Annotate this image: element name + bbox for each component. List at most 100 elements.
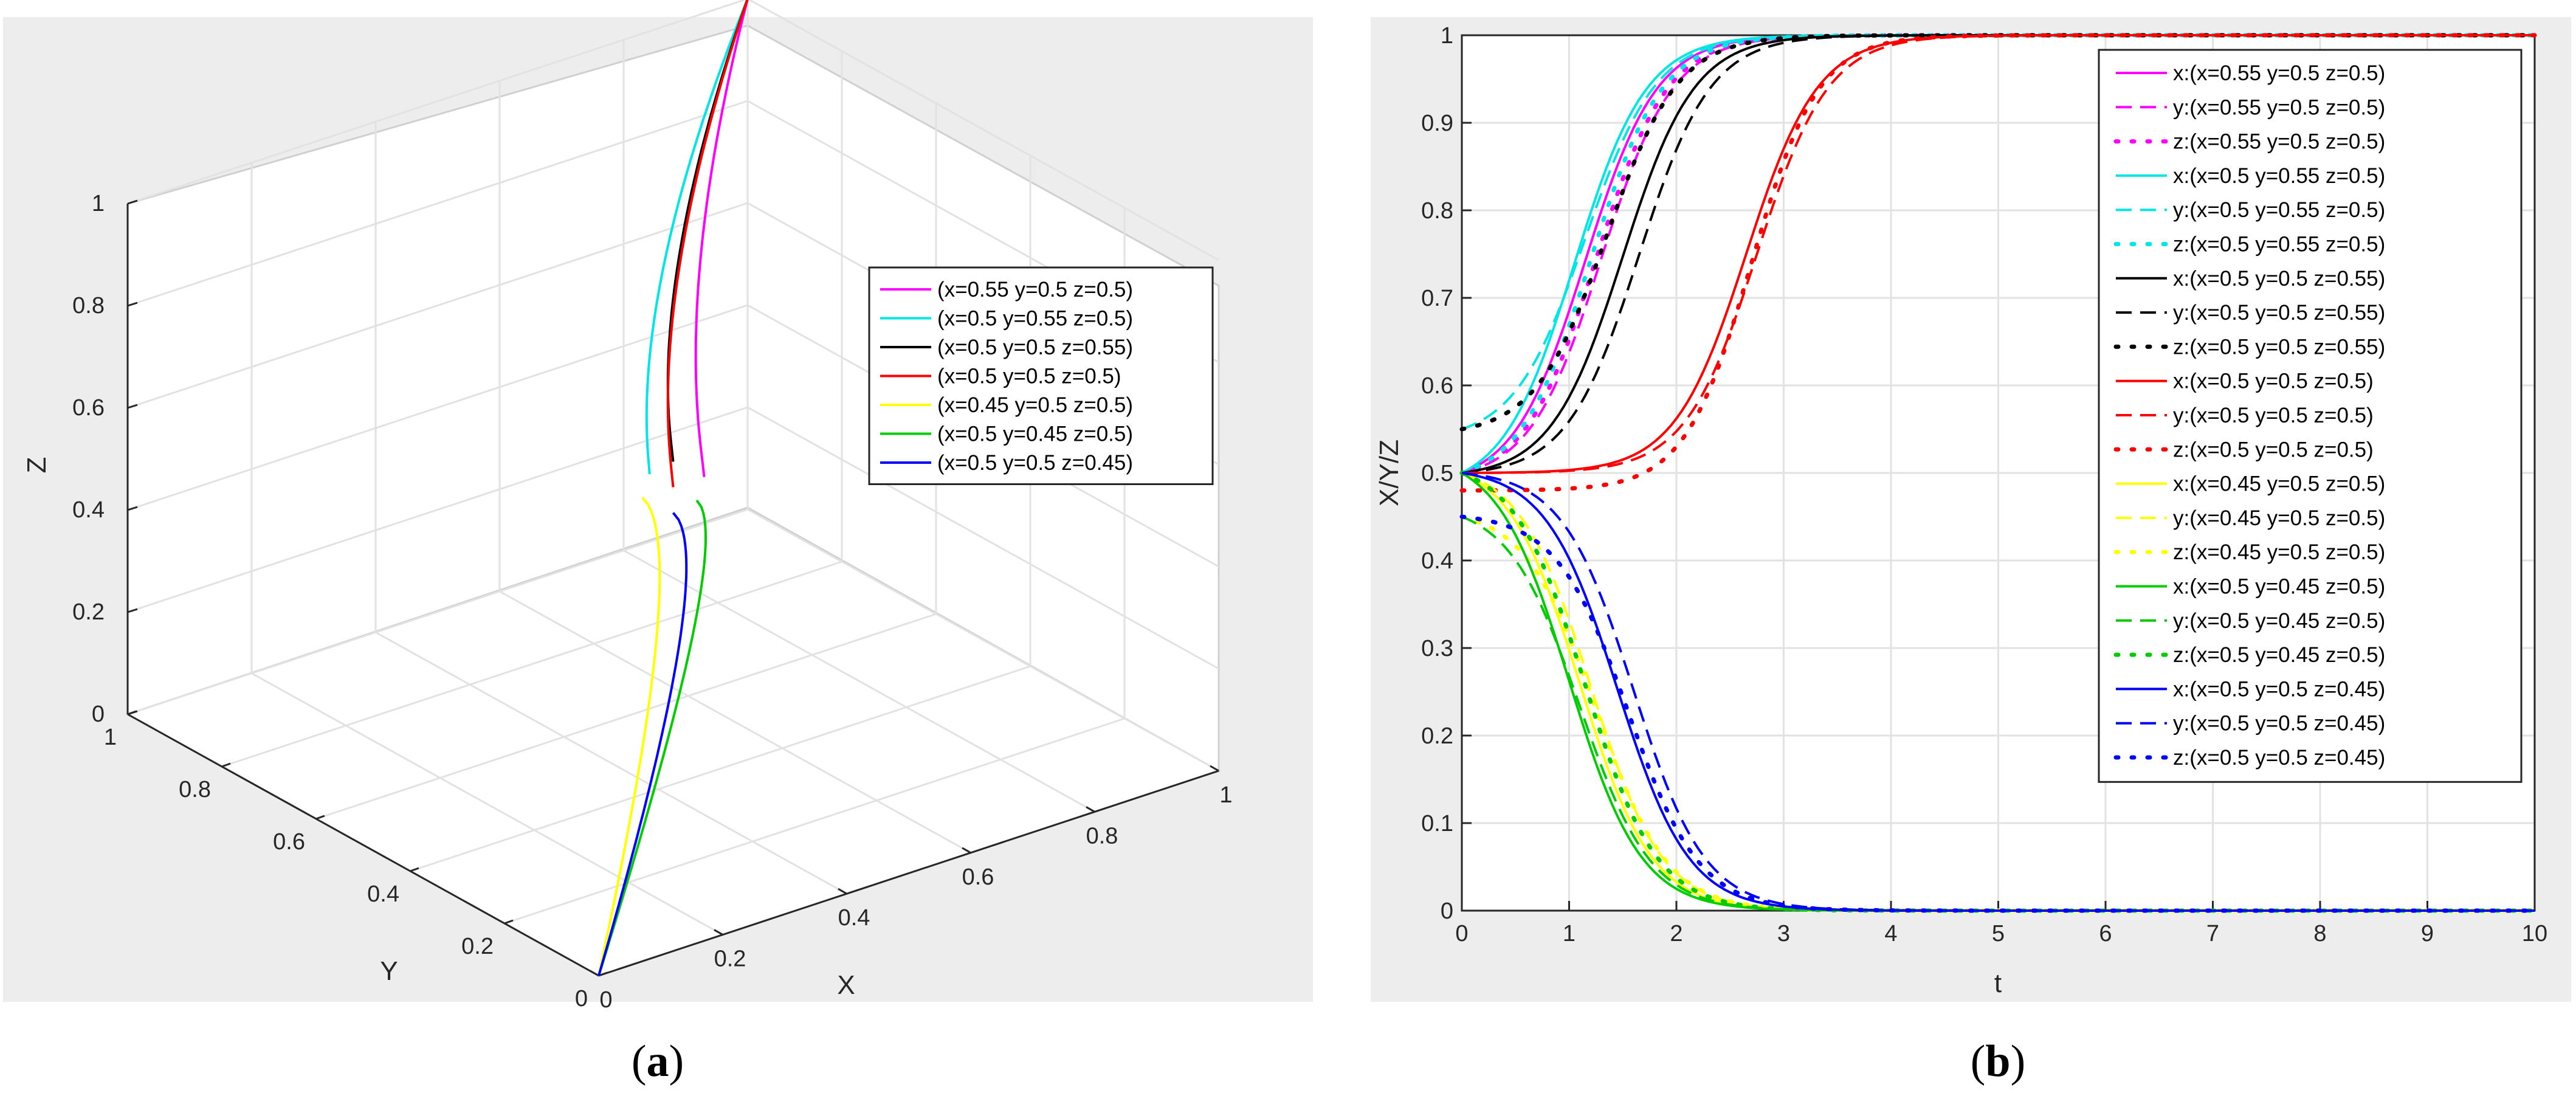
panel-b-x-axis-label: t [1994, 968, 2002, 998]
z-tick-mark [127, 506, 138, 511]
y-tick-mark [221, 762, 231, 768]
legend-entry: y:(x=0.45 y=0.5 z=0.5) [2173, 506, 2385, 530]
y-tick-label: 0.8 [1421, 198, 1453, 224]
y-tick-label: 0.9 [1421, 111, 1453, 136]
y-tick-mark [315, 815, 325, 820]
grid-line [127, 202, 748, 409]
panel-b-y-axis-label: X/Y/Z [1374, 440, 1404, 506]
panel-a-tick-labels: 00.20.40.60.8100.20.40.60.8100.20.40.60.… [72, 191, 1232, 1013]
z-tick-mark [127, 404, 138, 409]
legend-entry: y:(x=0.5 y=0.45 z=0.5) [2173, 609, 2385, 633]
x-tick-label: 5 [1992, 921, 2005, 946]
z-tick-mark [127, 302, 138, 307]
panel-b-caption: (b) [1971, 1036, 2025, 1086]
x-tick-mark [714, 929, 723, 936]
legend-entry: z:(x=0.5 y=0.5 z=0.55) [2173, 335, 2385, 359]
z-tick-label: 0.8 [72, 293, 105, 319]
legend-entry: z:(x=0.55 y=0.5 z=0.5) [2173, 130, 2385, 154]
legend-entry: (x=0.5 y=0.45 z=0.5) [937, 422, 1133, 446]
grid-line [504, 717, 1125, 925]
y-tick-label: 0.5 [1421, 461, 1453, 486]
grid-line [251, 672, 723, 936]
grid-line [221, 560, 842, 768]
panel-a-y-axis-label: Y [380, 956, 398, 986]
y-tick-mark [504, 919, 514, 925]
y-tick-label: 0.6 [273, 829, 305, 855]
legend-entry: z:(x=0.5 y=0.45 z=0.5) [2173, 643, 2385, 667]
grid-line [747, 508, 1219, 772]
grid-line [127, 508, 748, 715]
legend-entry: (x=0.45 y=0.5 z=0.5) [937, 393, 1133, 417]
line-series-20 [1461, 472, 2535, 912]
y-tick-label: 0.4 [367, 881, 399, 907]
x-tick-mark [590, 970, 599, 977]
legend-entry: y:(x=0.5 y=0.5 z=0.45) [2173, 712, 2385, 736]
panel-a-caption: (a) [632, 1036, 684, 1086]
legend-entry: x:(x=0.5 y=0.5 z=0.45) [2173, 677, 2385, 701]
legend-entry: (x=0.5 y=0.5 z=0.5) [937, 365, 1121, 388]
y-tick-label: 0.3 [1421, 636, 1453, 661]
y-tick-label: 0 [575, 986, 588, 1012]
panel-a-x-axis-label: X [837, 970, 855, 1000]
grid-line [410, 665, 1031, 872]
y-tick-label: 1 [1441, 23, 1453, 49]
x-tick-mark [962, 847, 971, 854]
x-tick-label: 3 [1777, 921, 1790, 946]
grid-line [127, 304, 748, 511]
panel-a-z-axis-label: Z [22, 457, 52, 474]
x-tick-label: 0 [1455, 921, 1468, 946]
y-tick-label: 0.2 [1421, 723, 1453, 749]
x-tick-label: 0.2 [714, 946, 746, 972]
legend-entry: z:(x=0.45 y=0.5 z=0.5) [2173, 540, 2385, 564]
x-tick-label: 0.6 [962, 864, 994, 890]
grid-line [747, 406, 1219, 670]
grid-line [315, 613, 937, 820]
panel-a-trajectories [598, 0, 749, 976]
legend-entry: y:(x=0.5 y=0.55 z=0.5) [2173, 198, 2385, 222]
z-tick-label: 0 [92, 702, 105, 727]
legend-entry: z:(x=0.5 y=0.5 z=0.45) [2173, 746, 2385, 770]
grid-line [127, 406, 748, 613]
line-series-12 [1459, 33, 2537, 493]
legend-entry: x:(x=0.5 y=0.45 z=0.5) [2173, 575, 2385, 599]
y-tick-label: 0.4 [1421, 548, 1453, 574]
panel-b: 0 1 2 3 4 5 6 7 8 9 10 0 0.1 0.2 0.3 0.4 0.5 0.6 0.7 0.8 0.9… [1371, 17, 2571, 1086]
legend-entry: z:(x=0.5 y=0.5 z=0.5) [2173, 438, 2374, 461]
legend-entry: (x=0.5 y=0.55 z=0.5) [937, 307, 1133, 331]
trajectory-series-5 [598, 497, 661, 976]
grid-line [499, 590, 971, 854]
grid-line [375, 631, 847, 895]
panel-a-x-axis-line [598, 770, 1219, 977]
legend-entry: x:(x=0.5 y=0.5 z=0.55) [2173, 267, 2385, 291]
z-tick-label: 0.4 [72, 497, 105, 523]
panel-a-axes [126, 204, 1219, 977]
grid-line [748, 0, 1219, 261]
panel-a-legend: (x=0.55 y=0.5 z=0.5) (x=0.5 y=0.55 z=0.5)… [868, 266, 1214, 485]
x-tick-label: 0 [599, 987, 612, 1013]
x-tick-mark [1210, 765, 1219, 772]
x-tick-label: 0.4 [838, 905, 870, 931]
panel-a-y-axis-line [127, 713, 599, 977]
panel-b-tick-labels: 0 1 2 3 4 5 6 7 8 9 10 0 0.1 0.2 0.3 0.4 0.5 0.6 0.7 0.8 0.9… [1421, 23, 2547, 946]
z-tick-mark [127, 199, 138, 205]
grid-line [623, 550, 1095, 813]
y-tick-label: 0.2 [461, 934, 494, 959]
legend-entry: x:(x=0.55 y=0.5 z=0.5) [2173, 61, 2385, 85]
z-tick-label: 1 [92, 191, 105, 216]
panel-a-walls [125, 24, 1221, 977]
panel-a-grid [127, 0, 1219, 936]
z-tick-label: 0.6 [72, 395, 105, 421]
x-tick-label: 7 [2206, 921, 2219, 946]
legend-box [2098, 49, 2523, 783]
y-tick-label: 0.1 [1421, 811, 1453, 836]
x-tick-label: 9 [2421, 921, 2434, 946]
x-tick-label: 10 [2522, 921, 2547, 946]
legend-entry: y:(x=0.5 y=0.5 z=0.55) [2173, 301, 2385, 325]
x-tick-mark [1086, 806, 1095, 813]
x-tick-label: 0.8 [1086, 823, 1118, 849]
trajectory-series-7 [598, 512, 688, 976]
trajectory-series-4 [666, 0, 749, 488]
legend-entry: z:(x=0.5 y=0.55 z=0.5) [2173, 233, 2385, 257]
legend-entry: x:(x=0.5 y=0.5 z=0.5) [2173, 370, 2374, 393]
